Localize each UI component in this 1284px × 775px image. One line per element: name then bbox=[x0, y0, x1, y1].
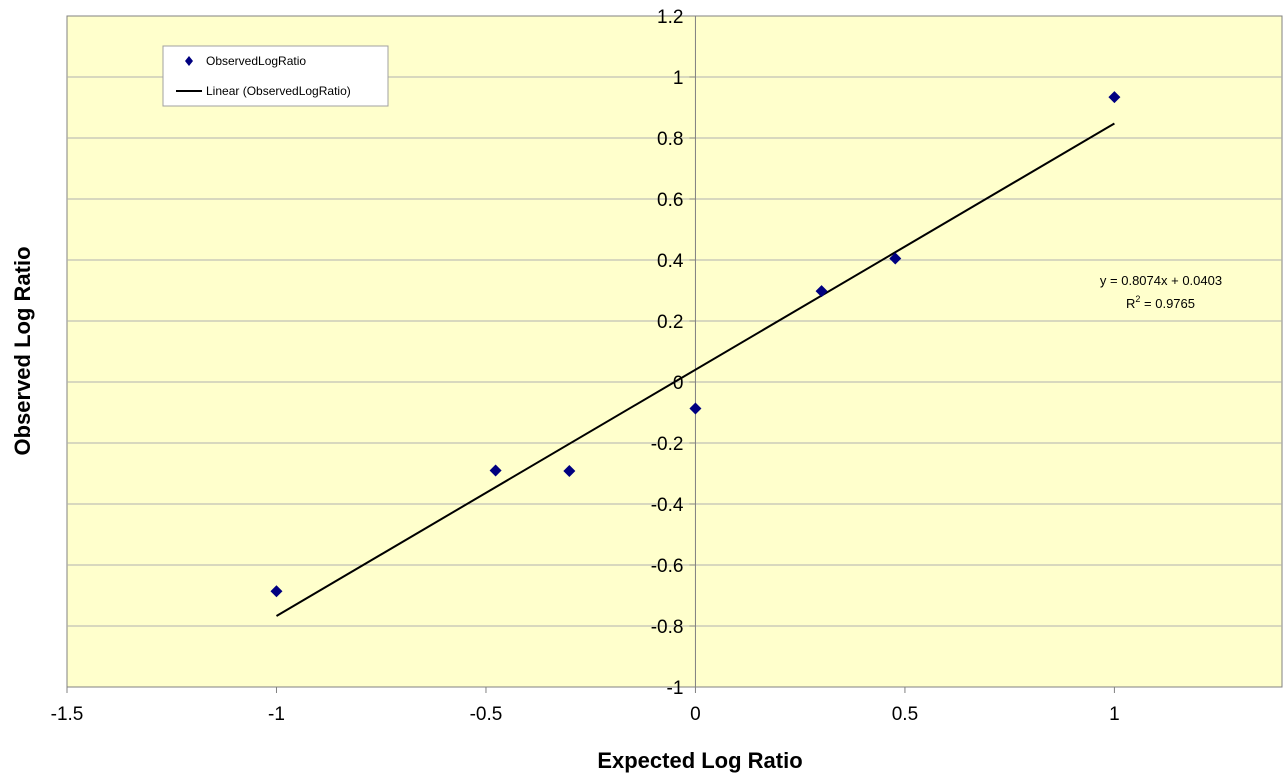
legend-entry-trendline: Linear (ObservedLogRatio) bbox=[206, 84, 351, 98]
y-tick-label-2: -0.6 bbox=[651, 556, 684, 577]
x-axis-title: Expected Log Ratio bbox=[597, 748, 802, 773]
plot-area bbox=[66, 15, 1283, 688]
y-tick-label-4: -0.2 bbox=[651, 434, 684, 455]
r-squared-superscript: 2 bbox=[1135, 294, 1140, 304]
r-squared-text: R2 = 0.9765 bbox=[1126, 294, 1195, 311]
trendline-layer bbox=[275, 122, 1115, 617]
legend: ObservedLogRatio Linear (ObservedLogRati… bbox=[162, 45, 389, 107]
y-tick-label-8: 0.6 bbox=[657, 190, 683, 211]
x-tick-label-5: 1 bbox=[1109, 704, 1120, 725]
x-tick-label-4: 0.5 bbox=[892, 704, 918, 725]
data-point-3 bbox=[689, 402, 702, 415]
data-points bbox=[270, 91, 1121, 598]
x-tick-label-1: -1 bbox=[268, 704, 285, 725]
data-point-1 bbox=[489, 464, 502, 477]
y-tick-label-9: 0.8 bbox=[657, 129, 683, 150]
data-point-6 bbox=[1108, 91, 1121, 104]
y-tick-label-10: 1 bbox=[673, 68, 684, 89]
y-tick-label-5: 0 bbox=[673, 373, 684, 394]
data-point-2 bbox=[563, 465, 576, 478]
trendline-equation: y = 0.8074x + 0.0403 R2 = 0.9765 bbox=[1100, 273, 1222, 311]
r-squared-prefix: R bbox=[1126, 296, 1135, 311]
equation-text: y = 0.8074x + 0.0403 bbox=[1100, 273, 1222, 288]
y-tick-label-1: -0.8 bbox=[651, 617, 684, 638]
legend-entry-series: ObservedLogRatio bbox=[206, 54, 306, 68]
y-tick-label-7: 0.4 bbox=[657, 251, 684, 272]
x-tick-label-2: -0.5 bbox=[470, 704, 503, 725]
y-tick-label-6: 0.2 bbox=[657, 312, 683, 333]
data-point-0 bbox=[270, 585, 283, 598]
x-tick-label-0: -1.5 bbox=[51, 704, 84, 725]
y-tick-label-11: 1.2 bbox=[657, 7, 683, 28]
r-squared-value: = 0.9765 bbox=[1140, 296, 1195, 311]
axes bbox=[66, 15, 1282, 693]
y-axis-title: Observed Log Ratio bbox=[10, 246, 35, 455]
y-tick-labels: -1 -0.8 -0.6 -0.4 -0.2 0 0.2 0.4 0.6 0.8 1 1.2 bbox=[651, 7, 684, 699]
legend-box bbox=[162, 45, 389, 107]
trendline bbox=[275, 122, 1115, 617]
x-tick-label-3: 0 bbox=[690, 704, 701, 725]
data-point-5 bbox=[889, 252, 902, 265]
x-tick-labels: -1.5 -1 -0.5 0 0.5 1 bbox=[51, 704, 1120, 725]
data-point-4 bbox=[815, 285, 828, 298]
legend-diamond-marker bbox=[185, 56, 193, 66]
y-tick-label-3: -0.4 bbox=[651, 495, 684, 516]
y-tick-label-0: -1 bbox=[667, 678, 684, 699]
